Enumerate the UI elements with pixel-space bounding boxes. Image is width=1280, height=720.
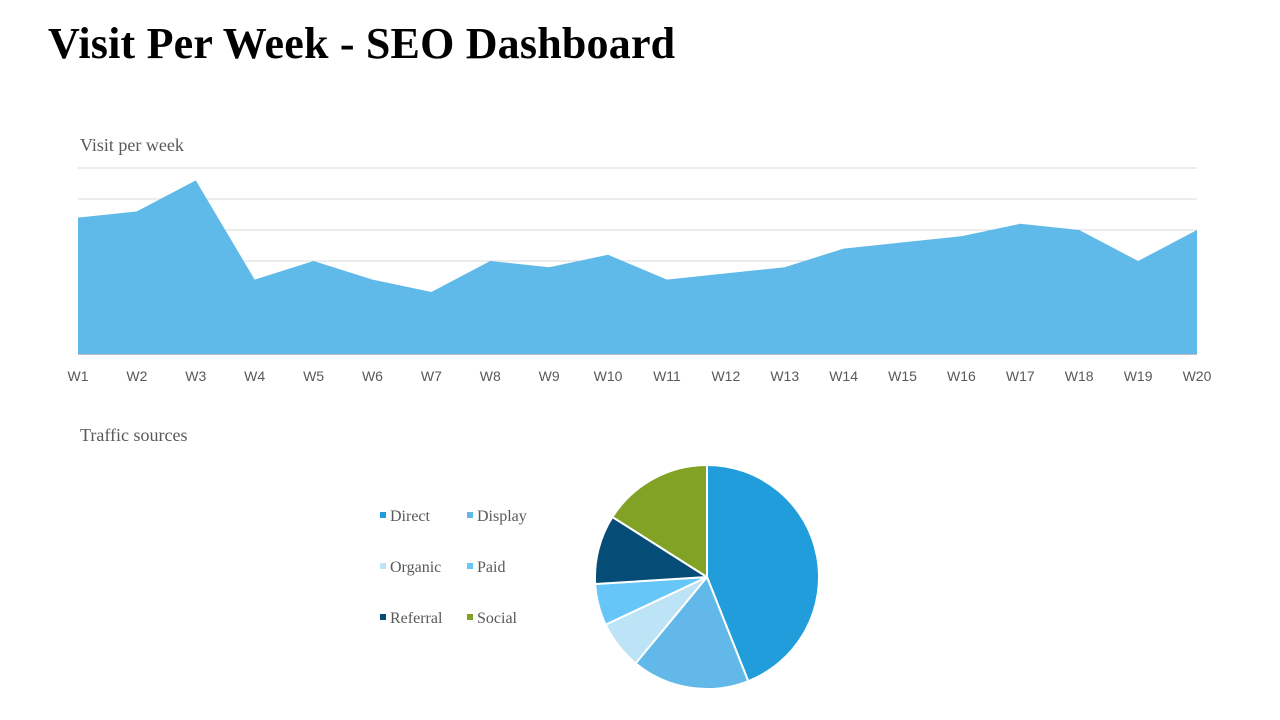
- pie-slice-organic: [604, 576, 708, 665]
- legend-item-direct: Direct: [380, 508, 430, 526]
- legend-label: Display: [477, 508, 527, 525]
- x-tick-label: W2: [126, 368, 147, 384]
- legend-label: Paid: [477, 559, 506, 576]
- legend-swatch: [380, 563, 386, 570]
- x-tick-label: W3: [185, 368, 206, 384]
- x-tick-label: W18: [1065, 368, 1094, 384]
- x-tick-label: W17: [1006, 368, 1035, 384]
- x-tick-label: W6: [362, 368, 383, 384]
- legend-label: Social: [477, 610, 517, 627]
- x-tick-label: W19: [1124, 368, 1153, 384]
- x-tick-label: W11: [653, 368, 681, 384]
- x-tick-label: W5: [303, 368, 324, 384]
- legend-item-social: Social: [467, 610, 517, 628]
- x-tick-label: W16: [947, 368, 976, 384]
- page-title: Visit Per Week - SEO Dashboard: [48, 19, 676, 68]
- area-chart-title: Visit per week: [80, 135, 184, 155]
- pie-slice-direct: [706, 464, 820, 683]
- pie-slice-social: [611, 464, 708, 578]
- x-tick-label: W7: [421, 368, 442, 384]
- visits-area-series: [78, 180, 1197, 354]
- legend-swatch: [467, 512, 473, 519]
- x-tick-label: W1: [68, 368, 89, 384]
- x-tick-label: W9: [539, 368, 560, 384]
- legend-item-organic: Organic: [380, 559, 441, 577]
- legend-item-display: Display: [467, 508, 527, 526]
- pie-chart-title: Traffic sources: [80, 425, 188, 445]
- legend-label: Direct: [390, 508, 430, 525]
- x-tick-label: W14: [829, 368, 858, 384]
- legend-swatch: [380, 614, 386, 621]
- visits-area-chart: W1 W2 W3 W4 W5 W6 W7 W8 W9 W10 W11 W12 W13 W14 W15 W16 W…: [68, 167, 1212, 384]
- x-tick-label: W15: [888, 368, 917, 384]
- legend-label: Organic: [390, 559, 442, 576]
- legend-item-referral: Referral: [380, 610, 442, 628]
- pie-slice-paid: [594, 576, 708, 626]
- legend-swatch: [467, 563, 473, 570]
- pie-slice-display: [634, 576, 750, 690]
- legend-item-paid: Paid: [467, 559, 505, 577]
- legend-swatch: [380, 512, 386, 519]
- x-tick-label: W10: [594, 368, 623, 384]
- x-tick-label: W12: [711, 368, 740, 384]
- x-tick-label: W8: [480, 368, 501, 384]
- x-tick-label: W20: [1183, 368, 1212, 384]
- legend-swatch: [467, 614, 473, 621]
- pie-slice-referral: [594, 515, 708, 586]
- x-tick-label: W4: [244, 368, 265, 384]
- x-tick-label: W13: [770, 368, 799, 384]
- legend-label: Referral: [390, 610, 443, 627]
